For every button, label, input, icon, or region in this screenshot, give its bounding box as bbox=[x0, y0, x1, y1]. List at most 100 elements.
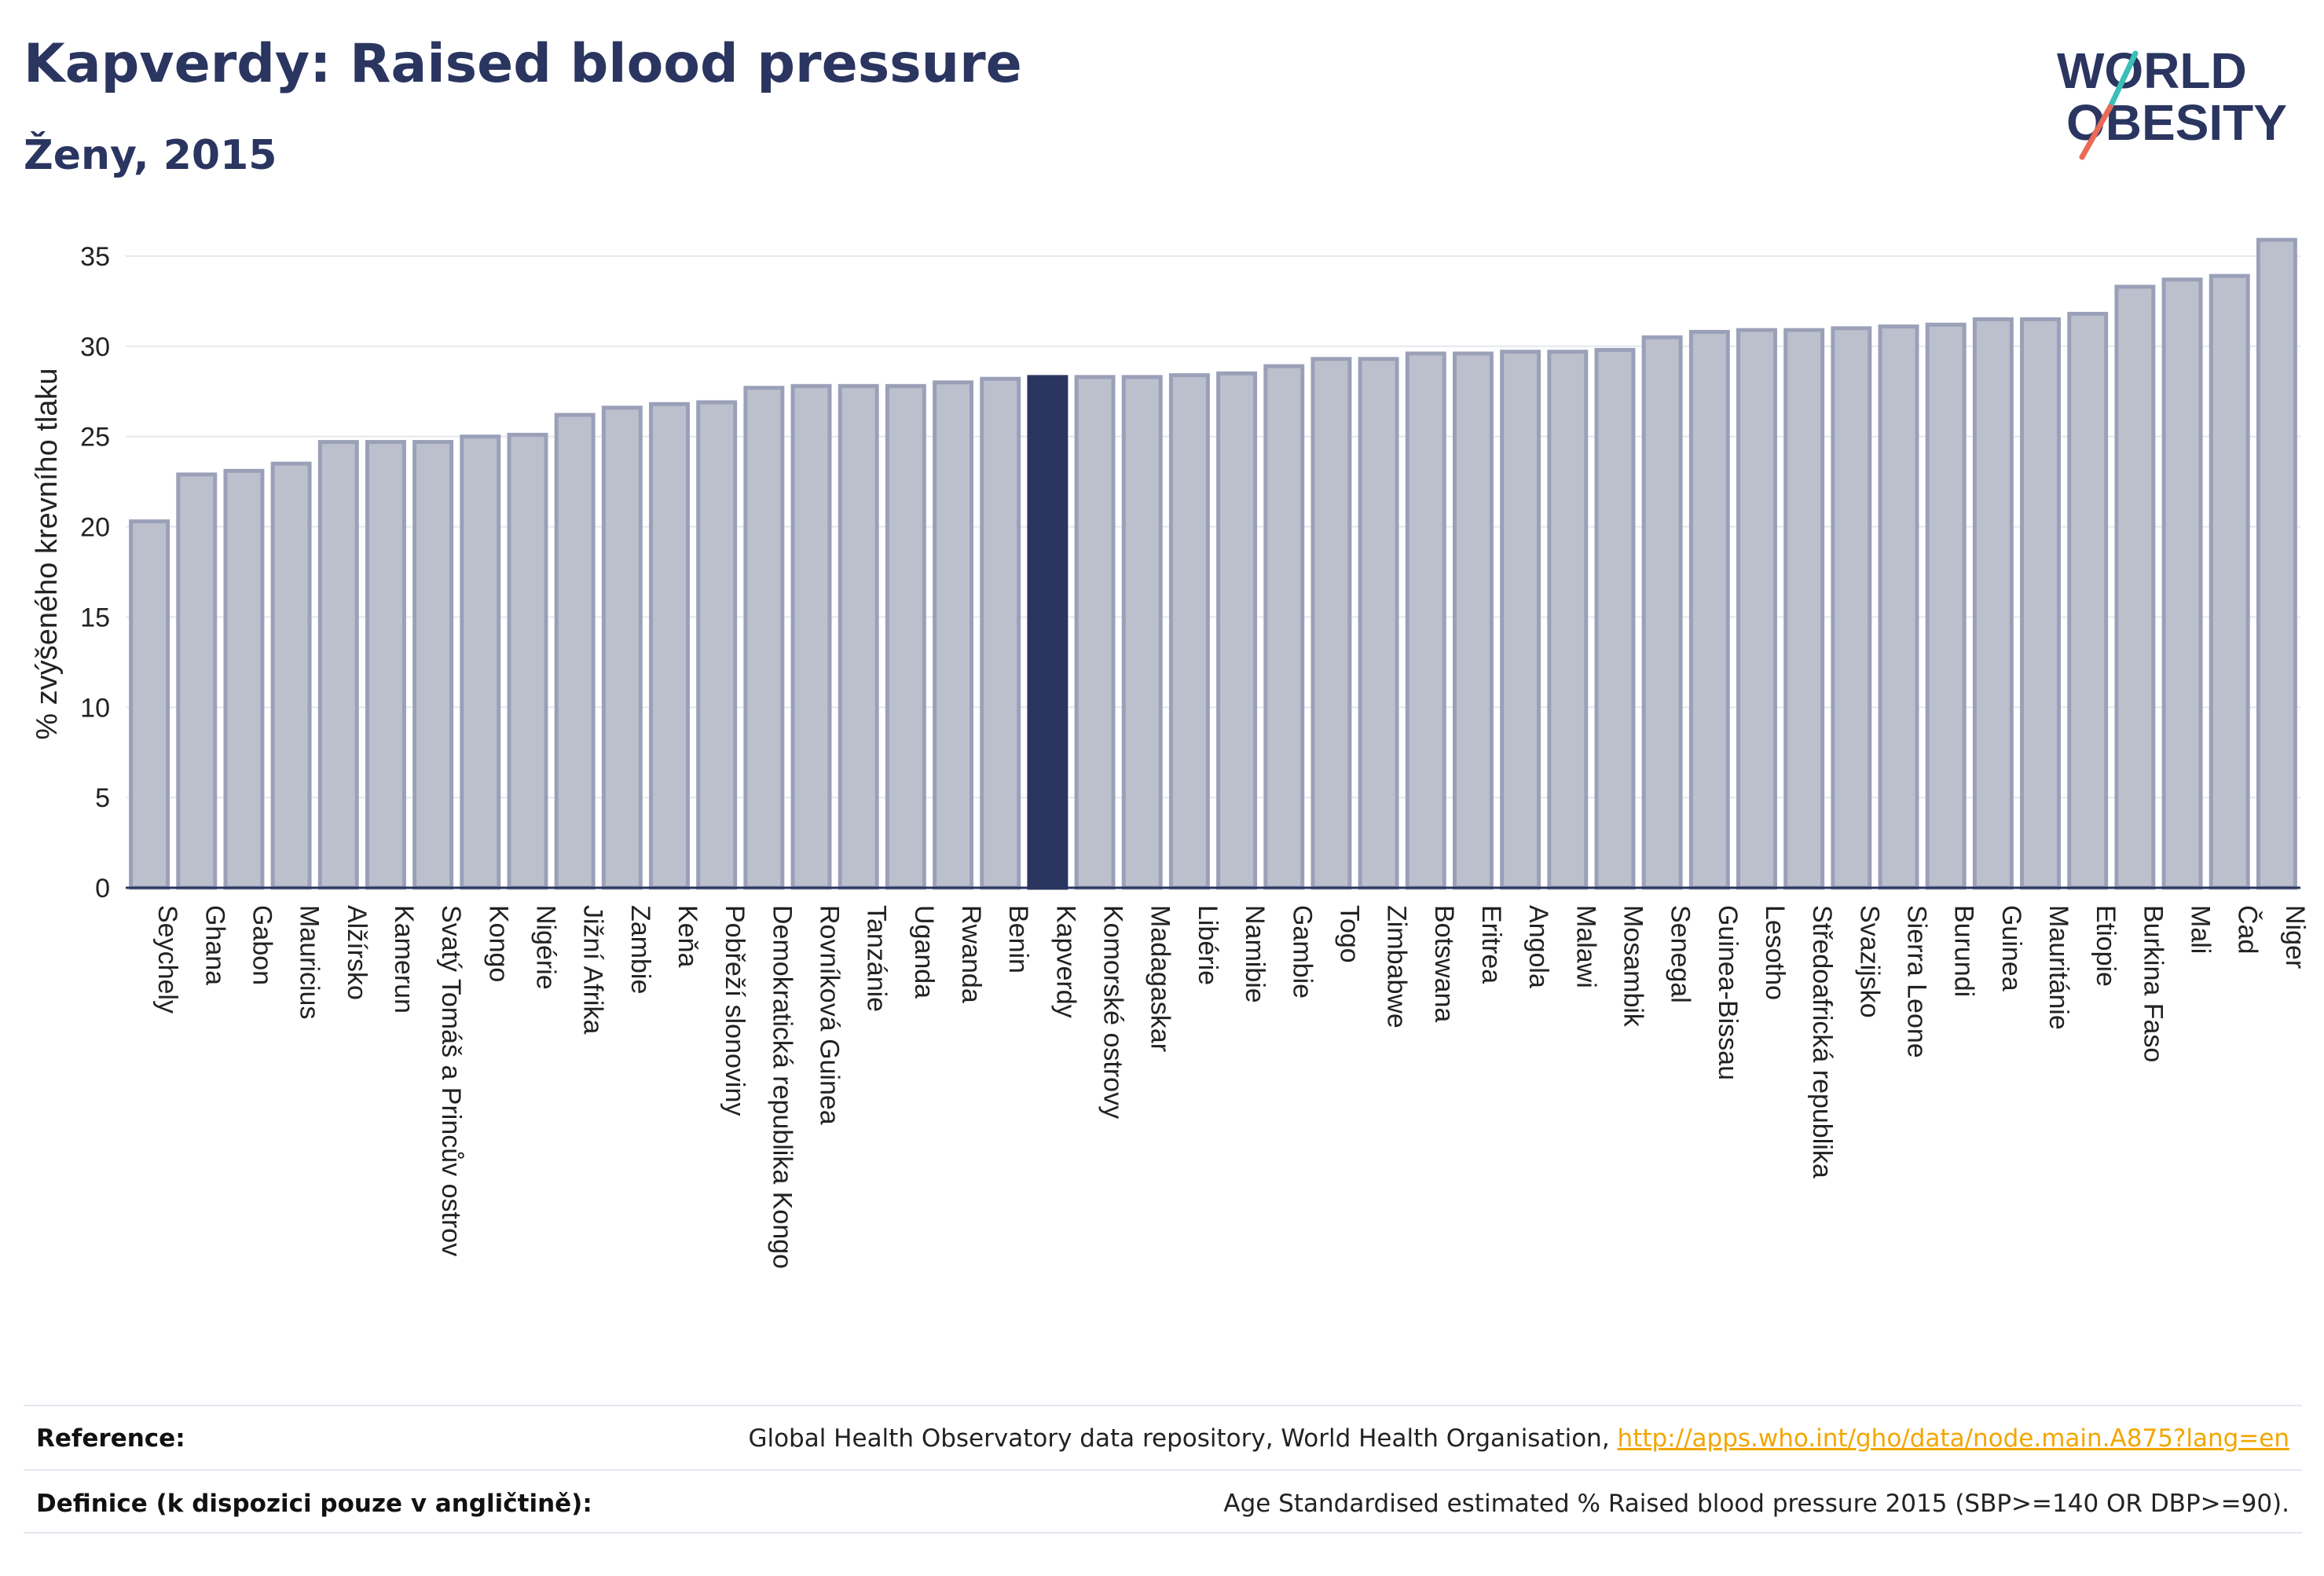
x-tick-label: Guinea-Bissau bbox=[1713, 905, 1743, 1080]
x-tick-label: Madagaskar bbox=[1146, 905, 1175, 1052]
x-tick-label: Tanzánie bbox=[862, 905, 892, 1012]
y-axis-label: % zvýšeného krevního tlaku bbox=[31, 368, 64, 739]
x-tick-label: Kapverdy bbox=[1050, 905, 1080, 1018]
y-tick-labels: 0 5 10 15 20 25 30 35 bbox=[80, 242, 110, 903]
y-tick-label: 35 bbox=[80, 242, 110, 272]
bar bbox=[980, 376, 1021, 890]
x-tick-label: Gambie bbox=[1287, 905, 1317, 999]
x-tick-label: Togo bbox=[1334, 905, 1364, 963]
logo-slash-coral bbox=[2079, 104, 2113, 160]
definition-label: Definice (k dispozici pouze v angličtině… bbox=[36, 1490, 592, 1518]
bar bbox=[2209, 273, 2250, 890]
reference-link[interactable]: http://apps.who.int/gho/data/node.main.A… bbox=[1617, 1424, 2289, 1453]
y-tick-label: 15 bbox=[80, 603, 110, 632]
x-tick-label: Malawi bbox=[1571, 905, 1600, 988]
x-tick-label: Eritrea bbox=[1476, 905, 1506, 984]
x-tick-label: Etiopie bbox=[2091, 905, 2121, 987]
y-tick-label: 10 bbox=[80, 693, 110, 723]
x-tick-labels: Seychely Ghana Gabon Mauricius Alžírsko Kamer… bbox=[152, 905, 2310, 1269]
bar bbox=[649, 401, 690, 890]
footer-divider-top bbox=[24, 1405, 2302, 1406]
x-tick-label: Svazijsko bbox=[1854, 905, 1884, 1018]
bar bbox=[1925, 322, 1967, 890]
bar bbox=[270, 461, 312, 890]
bar bbox=[1547, 350, 1589, 890]
footer-divider-middle bbox=[24, 1469, 2302, 1471]
x-tick-label: Niger bbox=[2280, 905, 2310, 969]
y-tick-label: 25 bbox=[80, 423, 110, 453]
bar bbox=[1878, 324, 1919, 890]
bar bbox=[885, 383, 926, 890]
bar bbox=[1405, 351, 1446, 890]
bar bbox=[1452, 351, 1494, 890]
bar bbox=[2020, 317, 2062, 890]
x-tick-label: Rwanda bbox=[956, 905, 986, 1003]
x-tick-label: Svatý Tomáš a Princův ostrov bbox=[436, 905, 466, 1256]
x-tick-label: Mauricius bbox=[295, 905, 324, 1019]
bar bbox=[790, 383, 832, 890]
logo-text-line1: WORLD bbox=[2057, 42, 2247, 99]
x-tick-label: Namibie bbox=[1240, 905, 1270, 1003]
definition-text: Age Standardised estimated % Raised bloo… bbox=[1223, 1490, 2289, 1518]
bar bbox=[507, 432, 548, 890]
x-tick-label: Botswana bbox=[1429, 905, 1459, 1022]
x-tick-label: Burundi bbox=[1949, 905, 1979, 997]
x-tick-label: Rovníková Guinea bbox=[815, 905, 845, 1125]
x-tick-label: Angola bbox=[1523, 905, 1553, 988]
bar bbox=[1641, 335, 1683, 890]
bar bbox=[1783, 328, 1825, 890]
bar bbox=[1358, 357, 1399, 890]
bar bbox=[412, 440, 454, 890]
x-tick-label: Alžírsko bbox=[342, 905, 372, 1000]
reference-source: Global Health Observatory data repositor… bbox=[748, 1424, 1618, 1453]
world-obesity-logo: WORLD OBESITY bbox=[2057, 42, 2287, 160]
x-tick-label: Zambie bbox=[625, 905, 655, 994]
bar bbox=[129, 519, 170, 890]
reference-text: Global Health Observatory data repositor… bbox=[748, 1424, 2289, 1453]
bar bbox=[1121, 375, 1163, 890]
x-tick-label: Ghana bbox=[200, 905, 229, 985]
x-tick-label: Libérie bbox=[1193, 905, 1222, 985]
bar-highlighted bbox=[1027, 375, 1069, 890]
x-tick-label: Sierra Leone bbox=[1902, 905, 1932, 1058]
bar bbox=[1310, 357, 1352, 890]
bars-layer bbox=[129, 237, 2297, 890]
x-tick-label: Jižní Afrika bbox=[578, 905, 608, 1034]
bar bbox=[1972, 317, 2014, 890]
bar bbox=[933, 380, 974, 890]
bar bbox=[317, 440, 359, 890]
bar bbox=[1594, 347, 1636, 890]
x-tick-label: Čad bbox=[2233, 905, 2263, 954]
y-tick-label: 30 bbox=[80, 332, 110, 362]
bar bbox=[2067, 311, 2109, 890]
bar bbox=[1074, 375, 1116, 890]
page-subtitle: Ženy, 2015 bbox=[24, 132, 277, 179]
bar bbox=[1831, 326, 1872, 890]
reference-label: Reference: bbox=[36, 1424, 185, 1453]
logo-slash-teal bbox=[2107, 50, 2139, 110]
footer-divider-bottom bbox=[24, 1532, 2302, 1534]
y-tick-label: 0 bbox=[95, 874, 110, 903]
bar-chart: 0 5 10 15 20 25 30 35 Seychely Ghana Gabon Maurici… bbox=[31, 237, 2310, 1269]
y-tick-label: 20 bbox=[80, 513, 110, 543]
x-tick-label: Mali bbox=[2186, 905, 2216, 954]
x-tick-label: Středoafrická republika bbox=[1807, 905, 1837, 1178]
x-tick-label: Mosambik bbox=[1618, 905, 1648, 1028]
x-tick-label: Seychely bbox=[152, 905, 182, 1013]
x-tick-label: Mauritánie bbox=[2044, 905, 2073, 1030]
bar bbox=[176, 472, 218, 890]
x-tick-label: Kamerun bbox=[389, 905, 419, 1013]
bar bbox=[554, 412, 596, 890]
x-tick-label: Zimbabwe bbox=[1382, 905, 1412, 1028]
x-tick-label: Gabon bbox=[247, 905, 277, 985]
x-tick-label: Kongo bbox=[483, 905, 513, 982]
x-tick-label: Burkina Faso bbox=[2138, 905, 2168, 1062]
bar bbox=[1168, 373, 1210, 890]
y-tick-label: 5 bbox=[95, 783, 110, 813]
bar bbox=[1688, 329, 1730, 890]
x-tick-label: Pobřeží slonoviny bbox=[720, 905, 750, 1116]
x-tick-label: Guinea bbox=[1996, 905, 2026, 991]
page-title: Kapverdy: Raised blood pressure bbox=[24, 33, 1022, 95]
bar bbox=[1216, 371, 1258, 890]
bar bbox=[743, 386, 785, 890]
